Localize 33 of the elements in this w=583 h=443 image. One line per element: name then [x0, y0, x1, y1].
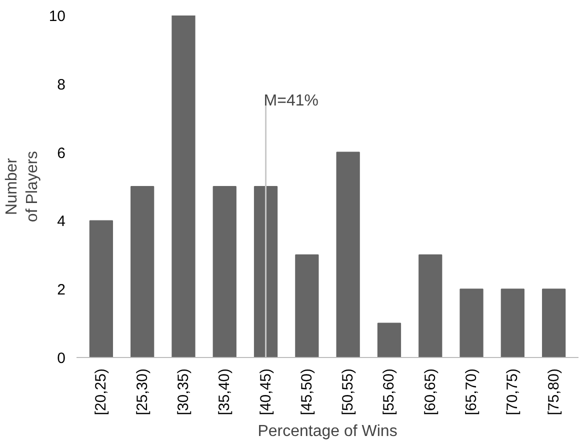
y-tick-label: 6 [57, 144, 66, 162]
ref-line-label: M=41% [264, 92, 318, 110]
bar [377, 322, 402, 358]
bar [418, 254, 442, 358]
x-tick-label: [65,70) [463, 368, 480, 416]
bar [542, 288, 566, 358]
bar [460, 288, 484, 358]
y-tick-label: 10 [48, 8, 66, 25]
bar [172, 16, 196, 358]
x-tick-label: [25,30) [134, 368, 151, 416]
bar [130, 186, 154, 358]
x-tick-label: [75,80) [545, 368, 562, 416]
bar [254, 186, 278, 358]
x-tick-label: [60,65) [422, 368, 439, 416]
y-tick-label: 2 [57, 282, 66, 299]
x-tick-label: [45,50) [298, 368, 316, 416]
bar [336, 152, 360, 358]
y-tick-label: 8 [57, 76, 66, 94]
x-tick-label: [40,45) [257, 368, 274, 416]
y-axis-title: Number of Players [3, 150, 41, 222]
bar [212, 186, 236, 358]
bar [295, 254, 319, 358]
y-tick-label: 0 [57, 350, 66, 367]
x-tick-label: [35,40) [216, 368, 234, 416]
bar [89, 220, 114, 358]
x-tick-label: [20,25) [92, 368, 110, 416]
y-tick-label: 4 [57, 213, 66, 230]
x-tick-label: [30,35) [174, 368, 192, 416]
x-axis-title: Percentage of Wins [258, 423, 398, 440]
x-tick-label: [50,55) [340, 368, 357, 416]
x-tick-label: [70,75) [504, 368, 522, 416]
bar [500, 288, 524, 358]
x-tick-label: [55,60) [380, 368, 398, 416]
